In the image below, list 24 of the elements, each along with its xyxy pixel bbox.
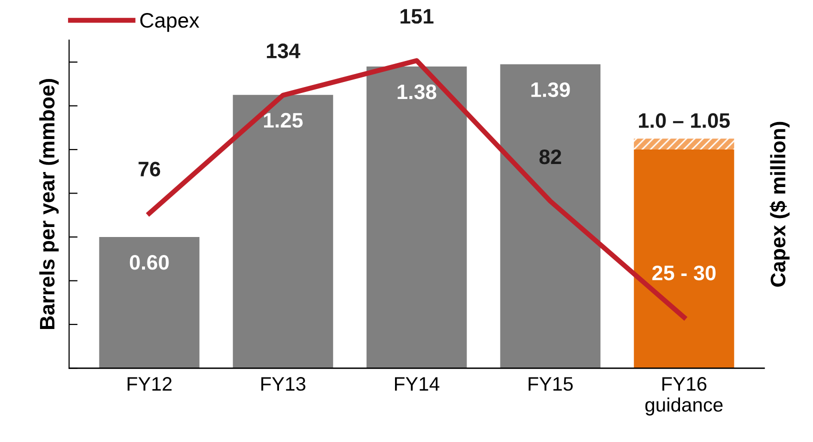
x-tick-label: FY14 (395, 377, 440, 391)
bar (634, 138, 734, 150)
x-tick-label: FY12 (128, 377, 172, 391)
bar (232, 94, 334, 368)
data-label: 76 (138, 162, 160, 176)
y-axis-title: Barrels per year (mmboe) (39, 79, 59, 330)
legend-label: Capex (140, 13, 200, 32)
x-tick-label: FY13 (261, 377, 306, 391)
data-label: 1.38 (398, 84, 436, 100)
x-tick-label: FY16 guidance (645, 377, 723, 416)
bar (99, 237, 200, 368)
data-label: 25 - 30 (652, 266, 716, 280)
annotation: 1.0 – 1.05 (638, 113, 730, 128)
data-label: 0.60 (130, 255, 169, 270)
data-label: 82 (539, 149, 562, 164)
data-label: 134 (266, 44, 300, 58)
bar (500, 64, 600, 368)
x-tick-label: FY15 (528, 377, 573, 391)
bar (366, 66, 467, 368)
data-label: 151 (400, 9, 434, 24)
y2-axis-title: Capex ($ million) (770, 122, 790, 287)
data-label: 1.25 (264, 112, 303, 128)
data-label: 1.39 (531, 82, 570, 98)
bar (634, 150, 734, 368)
